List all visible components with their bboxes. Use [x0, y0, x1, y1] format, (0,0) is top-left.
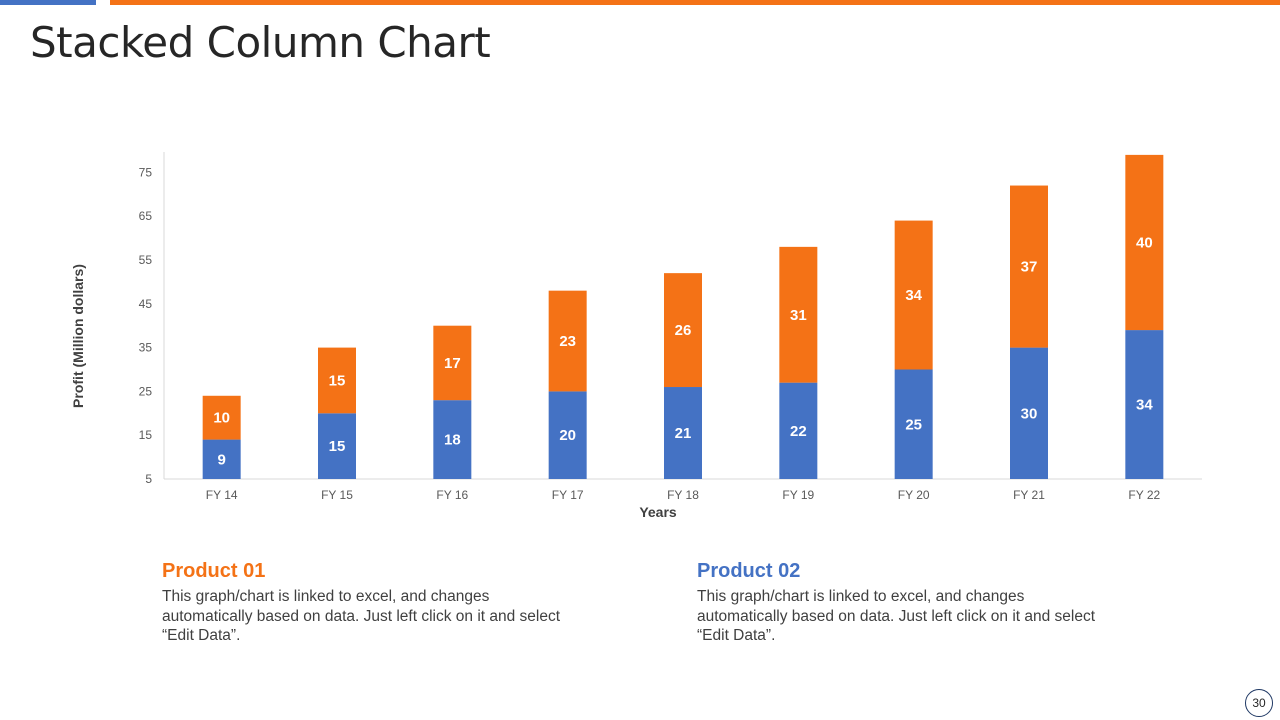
bar-segment-product02[interactable]: [202, 439, 241, 479]
y-tick-label: 15: [139, 428, 153, 442]
slide-title: Stacked Column Chart: [30, 18, 491, 67]
y-tick-label: 5: [145, 472, 152, 486]
bar-segment-product02[interactable]: [1010, 347, 1048, 479]
bar-segment-product01[interactable]: [202, 395, 241, 440]
bar-segment-product01[interactable]: [1010, 185, 1048, 348]
bar-segment-product01[interactable]: [433, 325, 472, 401]
x-tick-label: FY 14: [206, 488, 238, 502]
data-label: 31: [790, 307, 807, 324]
bar-segment-product02[interactable]: [318, 413, 356, 479]
top-accent-bar-blue: [0, 0, 96, 5]
data-label: 37: [1021, 259, 1038, 276]
data-label: 23: [559, 333, 576, 350]
bar-segment-product02[interactable]: [894, 369, 933, 480]
data-label: 25: [905, 416, 922, 433]
data-label: 34: [1136, 397, 1153, 414]
y-tick-label: 75: [139, 165, 153, 179]
y-tick-label: 65: [139, 209, 153, 223]
product-02-description: This graph/chart is linked to excel, and…: [697, 588, 1096, 644]
data-label: 26: [675, 322, 692, 339]
chart-bars: [202, 154, 1164, 480]
bar-segment-product01[interactable]: [1125, 154, 1164, 331]
data-label: 9: [217, 451, 225, 468]
y-tick-label: 45: [139, 297, 153, 311]
data-label: 10: [213, 410, 230, 427]
bar-segment-product02[interactable]: [548, 391, 587, 479]
y-tick-label: 35: [139, 341, 153, 355]
product-02-block: Product 02 This graph/chart is linked to…: [697, 560, 1117, 646]
bar-segment-product02[interactable]: [664, 387, 702, 479]
data-label: 34: [905, 287, 922, 304]
x-axis-title: Years: [639, 504, 677, 520]
x-tick-label: FY 20: [898, 488, 930, 502]
bar-segment-product01[interactable]: [664, 273, 702, 388]
top-accent-bar-orange: [110, 0, 1280, 5]
product-01-title: Product 01: [162, 560, 266, 582]
bar-segment-product01[interactable]: [548, 290, 587, 392]
data-label: 15: [329, 438, 346, 455]
bar-segment-product01[interactable]: [779, 246, 818, 383]
bar-segment-product02[interactable]: [779, 382, 818, 479]
x-tick-label: FY 16: [436, 488, 468, 502]
page-number: 30: [1245, 689, 1273, 717]
x-tick-label: FY 21: [1013, 488, 1045, 502]
data-label: 21: [675, 425, 692, 442]
bar-segment-product02[interactable]: [1125, 330, 1164, 479]
x-tick-label: FY 22: [1128, 488, 1160, 502]
chart-data-labels: 9 10 15 15 18 17 20 23 21 26 22 31 25 34 30 37 34 40: [213, 234, 1153, 468]
bar-segment-product01[interactable]: [894, 220, 933, 370]
data-label: 15: [329, 372, 346, 389]
x-tick-label: FY 15: [321, 488, 353, 502]
product-01-block: Product 01 This graph/chart is linked to…: [162, 560, 582, 646]
bar-segment-product01[interactable]: [318, 347, 356, 414]
product-02-title: Product 02: [697, 560, 801, 582]
x-tick-label: FY 18: [667, 488, 699, 502]
y-axis-title: Profit (Million dollars): [70, 264, 86, 408]
x-tick-label: FY 17: [552, 488, 584, 502]
data-label: 40: [1136, 234, 1153, 251]
product-01-description: This graph/chart is linked to excel, and…: [162, 588, 561, 644]
data-label: 17: [444, 355, 461, 372]
bar-segment-product02[interactable]: [433, 400, 472, 479]
data-label: 22: [790, 423, 807, 440]
data-label: 18: [444, 432, 461, 449]
data-label: 20: [559, 427, 576, 444]
y-tick-label: 25: [139, 384, 153, 398]
data-label: 30: [1021, 405, 1038, 422]
x-tick-label: FY 19: [782, 488, 814, 502]
y-tick-label: 55: [139, 253, 153, 267]
